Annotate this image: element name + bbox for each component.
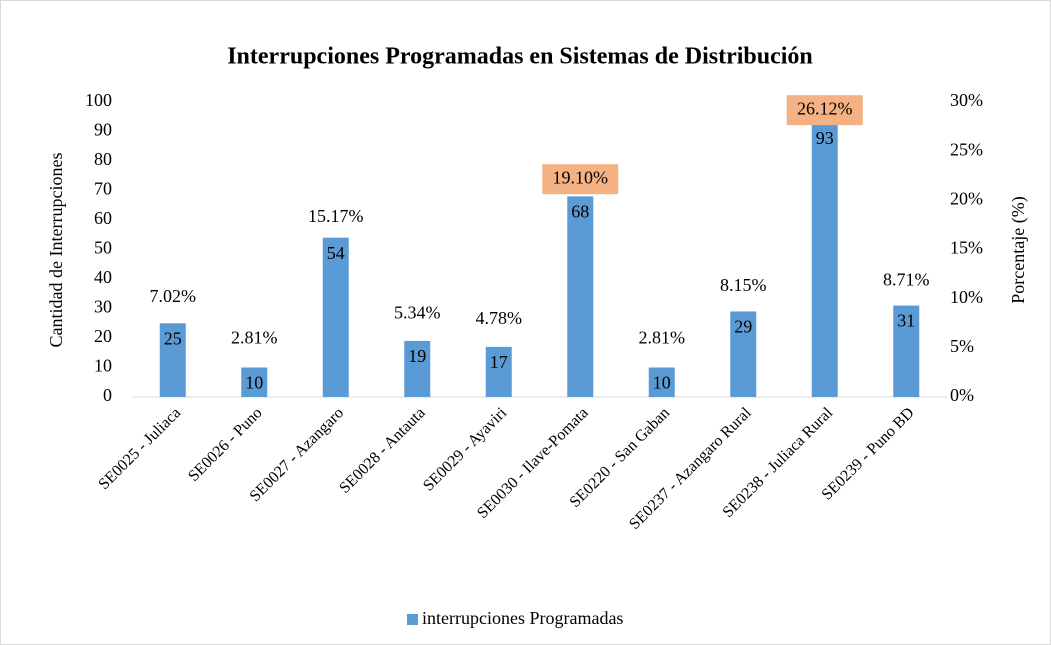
percent-label: 5.34% [394, 303, 441, 323]
y-tick-label: 10 [94, 356, 112, 376]
percent-label-box [542, 164, 619, 195]
y2-tick-label: 5% [950, 336, 974, 356]
percent-label: 26.12% [797, 98, 853, 118]
bar [322, 237, 349, 397]
y-tick-label: 70 [94, 179, 112, 199]
y-tick-label: 40 [94, 267, 112, 287]
legend-label: interrupciones Programadas [422, 608, 623, 628]
bar-value-label: 31 [897, 311, 915, 331]
percent-label: 2.81% [231, 327, 278, 347]
percent-label: 2.81% [639, 327, 686, 347]
bar-value-label: 54 [327, 243, 345, 263]
y2-tick-label: 15% [950, 238, 983, 258]
bar-value-label: 68 [571, 202, 589, 222]
percent-label: 19.10% [553, 167, 609, 187]
y-tick-label: 60 [94, 208, 112, 228]
bar [404, 340, 431, 397]
y2-tick-label: 20% [950, 188, 983, 208]
y-tick-label: 50 [94, 238, 112, 258]
y2-tick-label: 30% [950, 90, 983, 110]
bar-value-label: 25 [164, 328, 182, 348]
percent-label-box [786, 95, 863, 126]
percent-label: 7.02% [150, 286, 197, 306]
bar [730, 311, 757, 397]
bar [241, 367, 268, 397]
y-tick-label: 80 [94, 149, 112, 169]
bar-value-label: 10 [245, 373, 263, 393]
bar-value-label: 10 [653, 373, 671, 393]
bar [811, 122, 838, 398]
percent-label: 15.17% [308, 206, 364, 226]
bar-value-label: 17 [490, 352, 508, 372]
y-tick-label: 20 [94, 326, 112, 346]
bar-value-label: 29 [734, 317, 752, 337]
y2-tick-label: 10% [950, 287, 983, 307]
bar-value-label: 19 [408, 346, 426, 366]
bar [648, 367, 675, 397]
y-tick-label: 30 [94, 297, 112, 317]
chart-title: Interrupciones Programadas en Sistemas d… [227, 44, 813, 70]
legend-swatch [407, 614, 418, 625]
bar [893, 305, 920, 397]
bar-value-label: 93 [816, 128, 834, 148]
y2-axis-label: Porcentaje (%) [1008, 196, 1029, 303]
y-axis-label: Cantidad de Interrupciones [46, 153, 66, 348]
bar [159, 323, 186, 397]
y-tick-label: 100 [85, 90, 112, 110]
bar [567, 196, 594, 397]
y-tick-label: 0 [103, 385, 112, 405]
bar [485, 346, 512, 397]
percent-label: 4.78% [476, 308, 523, 328]
y2-tick-label: 0% [950, 385, 974, 405]
y-tick-label: 90 [94, 120, 112, 140]
y2-tick-label: 25% [950, 139, 983, 159]
percent-label: 8.71% [883, 269, 930, 289]
percent-label: 8.15% [720, 275, 767, 295]
